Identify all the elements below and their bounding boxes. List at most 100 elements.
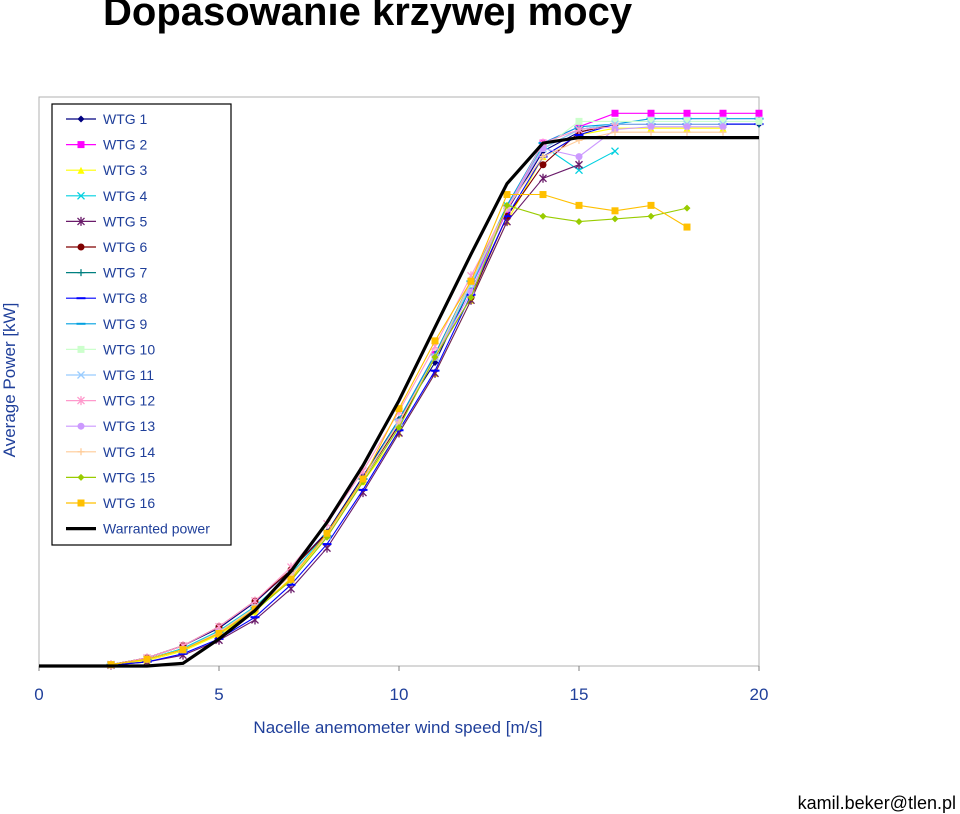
legend-label: WTG 5 <box>103 213 148 229</box>
data-point <box>467 277 475 285</box>
data-point <box>755 117 763 125</box>
legend-label: WTG 9 <box>103 316 148 332</box>
legend-marker <box>77 396 85 406</box>
legend-marker <box>77 166 85 174</box>
legend-item: WTG 1 <box>66 111 148 127</box>
data-point <box>719 128 727 136</box>
x-tick-label: 15 <box>570 685 589 704</box>
series-17 <box>39 136 759 668</box>
legend-marker <box>77 141 85 149</box>
legend-marker <box>77 345 85 353</box>
data-point <box>683 109 691 117</box>
y-axis-label: Average Power [kW] <box>0 303 19 458</box>
legend-item: Warranted power <box>66 521 210 537</box>
legend-item: WTG 16 <box>66 495 155 511</box>
legend-item: WTG 14 <box>66 444 155 460</box>
legend-label: WTG 4 <box>103 188 148 204</box>
x-tick-label: 10 <box>390 685 409 704</box>
x-axis: 0 5 10 15 20 <box>34 666 768 704</box>
legend-label: WTG 2 <box>103 137 148 153</box>
legend-marker <box>77 115 85 123</box>
slide-title: Dopasowanie krzywej mocy <box>103 0 633 34</box>
legend-marker <box>77 448 85 456</box>
data-point <box>539 212 547 220</box>
data-point <box>611 128 619 136</box>
data-point <box>575 153 583 161</box>
data-point <box>431 337 439 345</box>
data-point <box>323 529 331 537</box>
x-tick-label: 5 <box>214 685 223 704</box>
data-point <box>683 204 691 212</box>
data-point <box>575 117 583 125</box>
data-point <box>251 596 259 606</box>
legend-marker <box>77 269 85 277</box>
data-point <box>395 424 403 432</box>
data-point <box>431 353 439 361</box>
data-point <box>575 160 583 170</box>
data-point <box>539 153 547 161</box>
legend-label: WTG 1 <box>103 111 148 127</box>
legend: WTG 1 WTG 2 WTG 3 WTG 4 WTG 5 WTG 6 WTG 7 WTG 8… <box>51 103 232 546</box>
data-point <box>539 161 547 169</box>
series-line <box>110 164 580 666</box>
data-point <box>503 191 511 199</box>
legend-item: WTG 5 <box>66 213 148 229</box>
data-point <box>647 201 655 209</box>
legend-label: WTG 3 <box>103 162 148 178</box>
legend-item: WTG 12 <box>66 393 155 409</box>
data-point <box>683 223 691 231</box>
legend-label: WTG 7 <box>103 265 148 281</box>
x-tick-label: 0 <box>34 685 43 704</box>
data-point <box>719 109 727 117</box>
legend-item: WTG 15 <box>66 469 155 485</box>
data-point <box>647 128 655 136</box>
data-point <box>467 294 475 302</box>
legend-label: WTG 11 <box>103 367 154 383</box>
legend-marker <box>77 499 85 507</box>
data-point <box>323 543 331 553</box>
legend-item: WTG 11 <box>66 367 154 383</box>
legend-label: WTG 14 <box>103 444 155 460</box>
data-point <box>755 109 763 117</box>
data-point <box>179 646 187 654</box>
legend-label: WTG 15 <box>103 469 155 485</box>
legend-label: WTG 8 <box>103 290 148 306</box>
data-point <box>647 117 655 125</box>
legend-item: WTG 2 <box>66 137 148 153</box>
legend-label: WTG 12 <box>103 393 155 409</box>
data-point <box>611 117 619 125</box>
series-line <box>39 136 759 668</box>
data-point <box>611 207 619 215</box>
series-5 <box>107 160 583 670</box>
data-point <box>575 201 583 209</box>
legend-item: WTG 6 <box>66 239 148 255</box>
data-point <box>359 475 367 483</box>
data-point <box>395 405 403 413</box>
data-point <box>503 201 511 209</box>
data-point <box>575 125 583 135</box>
legend-marker <box>77 216 85 226</box>
data-point <box>683 117 691 125</box>
legend-item: WTG 7 <box>66 265 148 281</box>
x-axis-label: Nacelle anemometer wind speed [m/s] <box>253 718 542 737</box>
data-point <box>719 117 727 125</box>
series-layer <box>39 109 764 670</box>
legend-marker <box>77 422 85 430</box>
data-point <box>611 109 619 117</box>
data-point <box>611 215 619 223</box>
data-point <box>647 123 655 131</box>
footer-email: kamil.beker@tlen.pl <box>797 793 956 813</box>
legend-marker <box>77 371 85 379</box>
x-tick-label: 20 <box>750 685 769 704</box>
legend-item: WTG 13 <box>66 418 155 434</box>
data-point <box>575 218 583 226</box>
data-point <box>215 629 223 637</box>
legend-item: WTG 4 <box>66 188 148 204</box>
data-point <box>539 173 547 183</box>
data-point <box>647 109 655 117</box>
legend-item: WTG 10 <box>66 341 155 357</box>
series-line <box>110 131 723 666</box>
legend-item: WTG 3 <box>66 162 148 178</box>
data-point <box>719 123 727 131</box>
